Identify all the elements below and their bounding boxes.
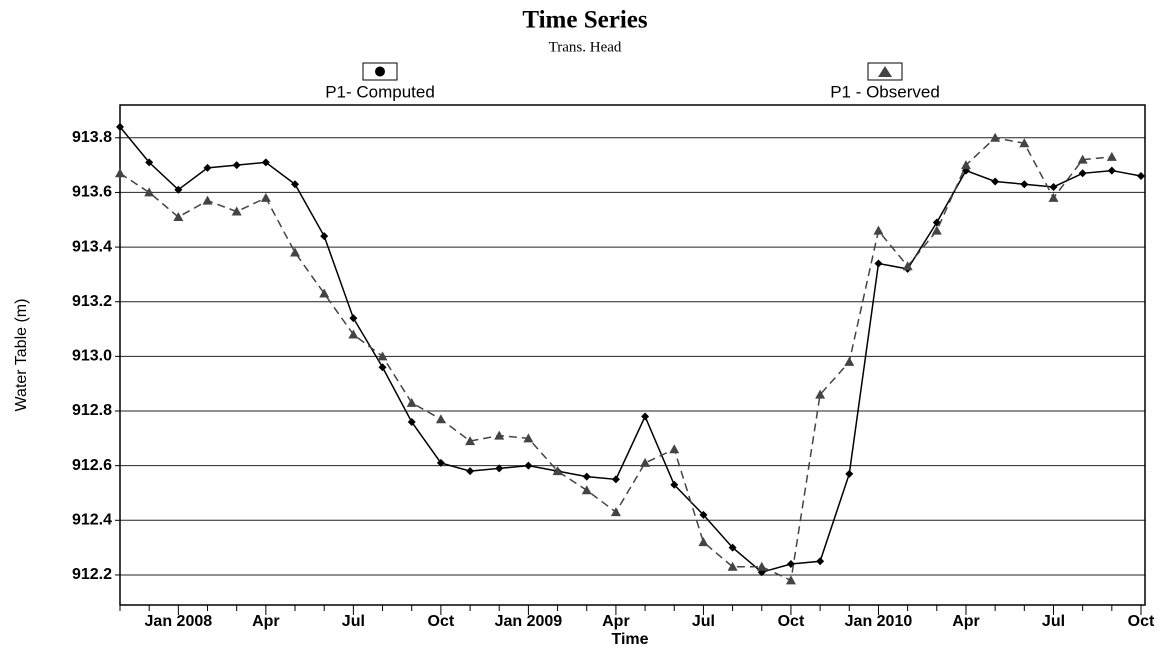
data-point <box>552 466 563 476</box>
data-point <box>174 185 183 194</box>
data-point <box>495 464 504 473</box>
data-point <box>990 132 1001 142</box>
chart-title: Time Series <box>522 7 647 34</box>
data-point <box>991 177 1000 186</box>
data-point <box>698 537 709 547</box>
data-point <box>145 158 154 167</box>
x-tick-label: Jul <box>342 613 365 630</box>
data-point <box>1019 138 1030 148</box>
data-point <box>349 314 358 323</box>
legend-marker <box>878 66 892 77</box>
data-point <box>873 225 884 235</box>
data-point <box>728 543 737 552</box>
data-point <box>320 232 329 241</box>
data-point <box>144 187 155 197</box>
chart-subtitle: Trans. Head <box>549 39 622 55</box>
x-tick-label: Apr <box>602 613 630 630</box>
data-point <box>727 561 738 571</box>
data-point <box>699 510 708 519</box>
y-axis-label: Water Table (m) <box>13 299 30 412</box>
legend-label: P1- Computed <box>325 82 435 101</box>
data-point <box>1020 180 1029 189</box>
data-point <box>435 414 446 424</box>
legend-label: P1 - Observed <box>830 82 940 101</box>
x-tick-label: Oct <box>778 613 805 630</box>
data-point <box>610 507 621 517</box>
y-tick-label: 913.0 <box>72 348 112 365</box>
data-point <box>815 389 826 399</box>
data-point <box>874 259 883 268</box>
data-point <box>524 461 533 470</box>
data-point <box>611 475 620 484</box>
data-point <box>1049 182 1058 191</box>
data-point <box>116 122 124 131</box>
legend-marker <box>375 66 385 77</box>
y-tick-label: 913.6 <box>72 184 112 201</box>
data-point <box>523 433 534 443</box>
x-tick-label: Apr <box>952 613 980 630</box>
y-tick-label: 913.2 <box>72 293 112 310</box>
data-point <box>845 469 854 478</box>
data-point <box>902 261 913 271</box>
y-tick-label: 913.8 <box>72 129 112 146</box>
data-point <box>465 436 476 446</box>
y-tick-label: 912.2 <box>72 566 112 583</box>
data-point <box>670 480 679 489</box>
y-tick-label: 912.4 <box>72 512 112 529</box>
data-point <box>115 168 125 178</box>
data-point <box>232 161 241 170</box>
x-tick-label: Jan 2008 <box>145 613 213 630</box>
x-tick-label: Jan 2010 <box>845 613 913 630</box>
data-point <box>1137 172 1145 181</box>
x-tick-label: Jul <box>692 613 715 630</box>
data-point <box>844 356 855 366</box>
y-tick-label: 913.4 <box>72 238 112 255</box>
data-point <box>261 158 270 167</box>
data-point <box>756 561 767 571</box>
x-tick-label: Oct <box>428 613 455 630</box>
data-point <box>1077 154 1088 164</box>
data-point <box>319 288 330 298</box>
data-point <box>378 363 387 372</box>
data-point <box>669 444 680 454</box>
data-point <box>582 472 591 481</box>
x-axis-label: Time <box>611 631 648 648</box>
data-point <box>466 467 475 476</box>
data-point <box>377 351 388 361</box>
data-point <box>406 397 417 407</box>
data-point <box>291 180 300 189</box>
data-point <box>231 206 242 216</box>
x-tick-label: Apr <box>252 613 280 630</box>
data-point <box>1048 192 1059 202</box>
data-point <box>1078 169 1087 178</box>
y-tick-label: 912.6 <box>72 457 112 474</box>
data-point <box>816 557 825 566</box>
data-point <box>1107 166 1116 175</box>
data-point <box>494 430 505 440</box>
x-tick-label: Jul <box>1042 613 1065 630</box>
data-point <box>290 247 301 257</box>
data-point <box>960 160 971 170</box>
plot-frame <box>119 104 1146 606</box>
series-line <box>119 126 1142 574</box>
x-tick-label: Oct <box>1128 613 1155 630</box>
data-point <box>581 485 592 495</box>
data-point <box>260 192 271 202</box>
data-point <box>436 458 445 467</box>
data-point <box>785 575 796 585</box>
data-point <box>1106 151 1117 161</box>
data-point <box>348 329 359 339</box>
data-point <box>931 225 942 235</box>
data-point <box>203 163 212 172</box>
x-tick-label: Jan 2009 <box>495 613 563 630</box>
data-point <box>173 212 184 222</box>
data-point <box>407 417 416 426</box>
data-point <box>641 412 650 421</box>
data-point <box>202 195 213 205</box>
y-tick-label: 912.8 <box>72 402 112 419</box>
data-point <box>640 457 651 467</box>
